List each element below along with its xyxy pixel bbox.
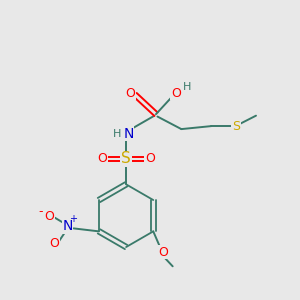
Text: N: N (62, 219, 73, 233)
Text: +: + (69, 214, 77, 224)
Text: O: O (126, 87, 136, 100)
Text: O: O (49, 237, 59, 250)
Text: O: O (171, 87, 181, 100)
Text: H: H (183, 82, 191, 92)
Text: N: N (123, 127, 134, 141)
Text: O: O (97, 152, 107, 166)
Text: H: H (113, 129, 121, 139)
Text: O: O (145, 152, 155, 166)
Text: -: - (38, 205, 43, 218)
Text: S: S (121, 152, 131, 166)
Text: O: O (158, 246, 168, 259)
Text: S: S (232, 120, 240, 133)
Text: O: O (45, 210, 55, 223)
